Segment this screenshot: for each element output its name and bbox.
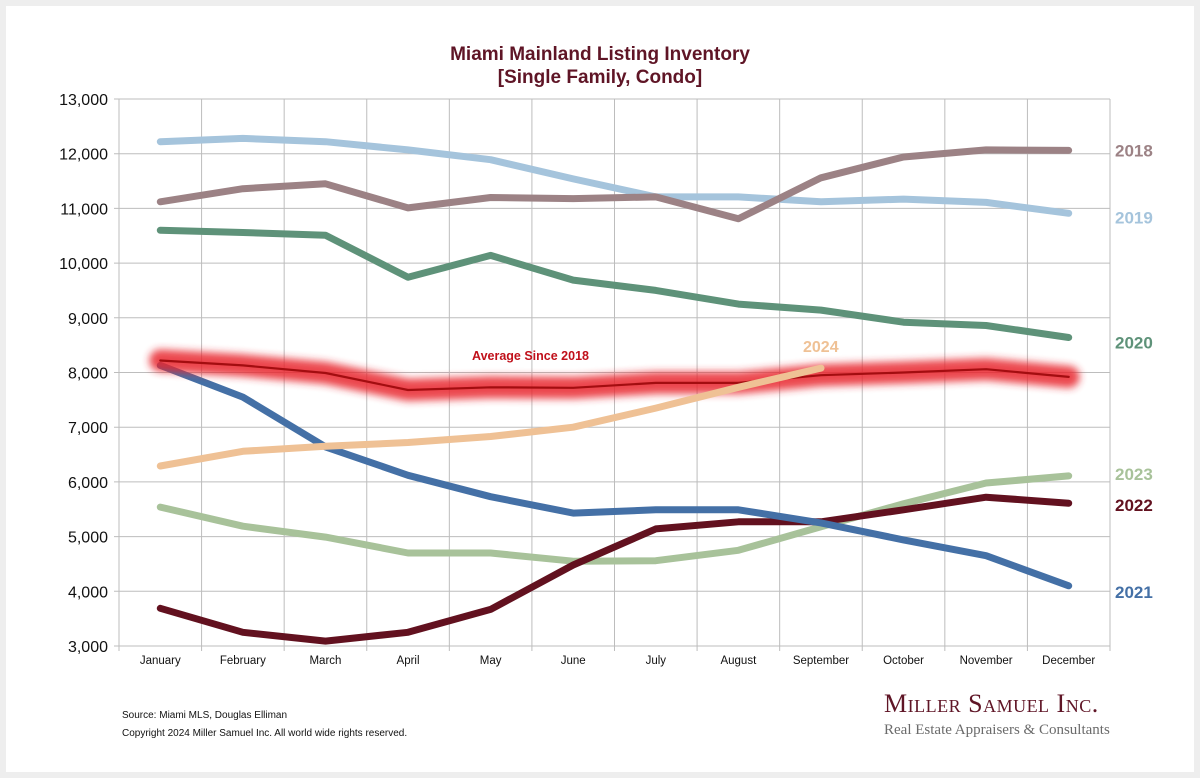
series-label-2023: 2023 — [1115, 465, 1153, 484]
series-lines — [149, 134, 1080, 645]
x-tick-label: December — [1042, 655, 1095, 667]
series-label-2018: 2018 — [1115, 141, 1153, 160]
series-label-2024: 2024 — [803, 339, 839, 356]
average-label: Average Since 2018 — [472, 349, 589, 363]
y-tick-label: 10,000 — [59, 256, 108, 273]
series-line-average-since-2018 — [159, 359, 1070, 392]
y-tick-label: 9,000 — [68, 311, 108, 328]
series-line-2022 — [156, 493, 1073, 645]
x-tick-label: May — [480, 655, 502, 667]
y-tick-label: 4,000 — [68, 584, 108, 601]
company-logo: Miller Samuel Inc. Real Estate Appraiser… — [884, 690, 1110, 739]
y-tick-label: 7,000 — [68, 420, 108, 437]
x-tick-label: April — [397, 655, 420, 667]
x-tick-label: September — [793, 655, 849, 667]
x-tick-label: June — [561, 655, 586, 667]
x-axis-ticks: January February March April May June July Augu… — [140, 655, 1096, 667]
source-note: Source: Miami MLS, Douglas Elliman — [122, 710, 288, 721]
x-tick-label: July — [646, 655, 667, 667]
y-tick-label: 3,000 — [68, 639, 108, 656]
chart-subtitle: [Single Family, Condo] — [497, 67, 703, 88]
copyright-note: Copyright 2024 Miller Samuel Inc. All wo… — [122, 728, 408, 739]
series-label-2019: 2019 — [1115, 208, 1153, 227]
series-label-2020: 2020 — [1115, 333, 1153, 352]
series-label-2021: 2021 — [1115, 583, 1153, 602]
x-tick-label: March — [309, 655, 341, 667]
series-line-2020 — [156, 226, 1073, 341]
x-tick-label: August — [720, 655, 757, 667]
series-line-2023 — [156, 472, 1073, 565]
y-tick-label: 12,000 — [59, 147, 108, 164]
y-tick-label: 13,000 — [59, 92, 108, 109]
series-line-2021 — [156, 361, 1073, 590]
y-tick-label: 11,000 — [60, 201, 108, 218]
y-tick-label: 8,000 — [68, 366, 108, 383]
chart-title: Miami Mainland Listing Inventory — [450, 44, 750, 65]
x-tick-label: November — [960, 655, 1013, 667]
x-tick-label: February — [220, 655, 266, 667]
series-label-2022: 2022 — [1115, 496, 1153, 515]
x-tick-label: October — [883, 655, 924, 667]
series-labels: 2018 2019 2020 2021 2022 2023 Average Since 20… — [472, 141, 1153, 601]
series-line-2018 — [156, 146, 1073, 223]
y-axis-ticks: 3,000 4,000 5,000 6,000 7,000 8,000 9,000 10,00… — [59, 92, 108, 656]
logo-brand: Miller Samuel Inc. — [884, 689, 1099, 718]
y-tick-label: 6,000 — [68, 475, 108, 492]
logo-tagline: Real Estate Appraisers & Consultants — [884, 722, 1110, 738]
y-tick-label: 5,000 — [68, 530, 108, 547]
series-line-2019 — [156, 134, 1073, 217]
series-line-2024 — [156, 364, 825, 470]
x-tick-label: January — [140, 655, 181, 667]
